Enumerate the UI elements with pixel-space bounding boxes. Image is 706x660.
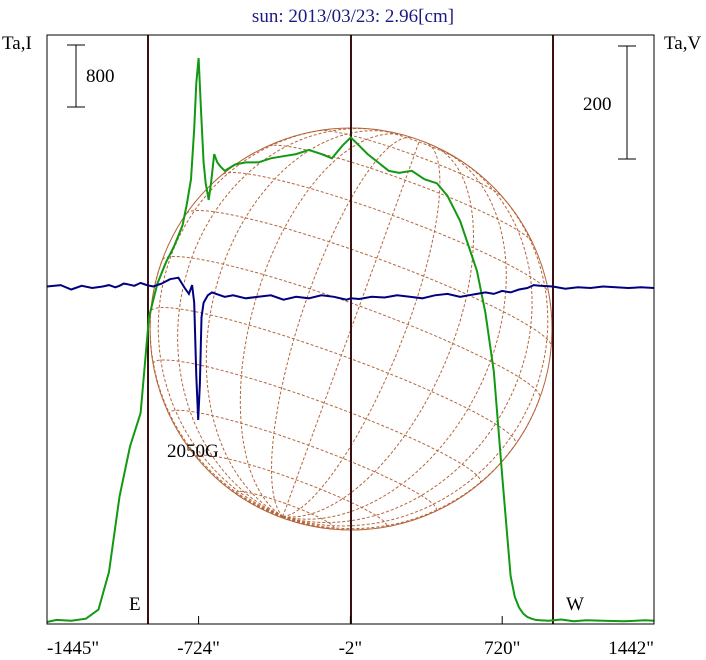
- right-axis-label: Ta,V: [664, 33, 701, 54]
- x-tick-label: 720": [484, 638, 520, 659]
- annotation-2050g: 2050G: [167, 441, 219, 462]
- latitude-line: [196, 454, 387, 528]
- longitude-line: [282, 516, 363, 531]
- x-tick-label: -724": [177, 638, 220, 659]
- x-tick-label: 1442": [608, 638, 654, 659]
- disk-grid: [149, 127, 552, 531]
- left-scale-bar-label: 800: [86, 66, 115, 87]
- latitude-line: [152, 359, 482, 484]
- longitude-line: [282, 516, 304, 525]
- longitude-line: [282, 145, 475, 518]
- longitude-line: [282, 189, 549, 527]
- x-tick-label: -1445": [47, 638, 99, 659]
- longitude-line: [270, 136, 413, 517]
- longitude-line: [282, 140, 421, 517]
- solar-disk: [149, 127, 553, 531]
- latitude-line: [186, 209, 552, 347]
- longitude-line: [239, 133, 405, 517]
- series-intensity-line: [46, 57, 655, 623]
- right-scale-bar-label: 200: [583, 94, 612, 115]
- longitude-line: [282, 397, 541, 530]
- longitude-line: [213, 475, 283, 517]
- left-scale-bar: [67, 44, 85, 108]
- longitude-line: [282, 159, 533, 524]
- longitude-line: [157, 128, 331, 517]
- longitude-line: [177, 127, 376, 517]
- limb-label-west: W: [566, 594, 584, 615]
- x-tick-labels: -1445" -724" -2" 720" 1442": [47, 638, 654, 659]
- left-axis-label: Ta,I: [2, 33, 32, 54]
- latitude-line: [162, 255, 541, 398]
- longitude-line: [282, 516, 288, 521]
- longitude-line: [282, 142, 441, 517]
- limb-label-east: E: [129, 594, 141, 615]
- x-tick-label: -2": [339, 638, 363, 659]
- series-polarization-line: [46, 276, 655, 421]
- chart-title: sun: 2013/03/23: 2.96[cm]: [252, 6, 454, 27]
- right-scale-bar: [618, 45, 636, 160]
- latitude-line: [319, 129, 504, 198]
- x-tick-marks: [46, 616, 655, 624]
